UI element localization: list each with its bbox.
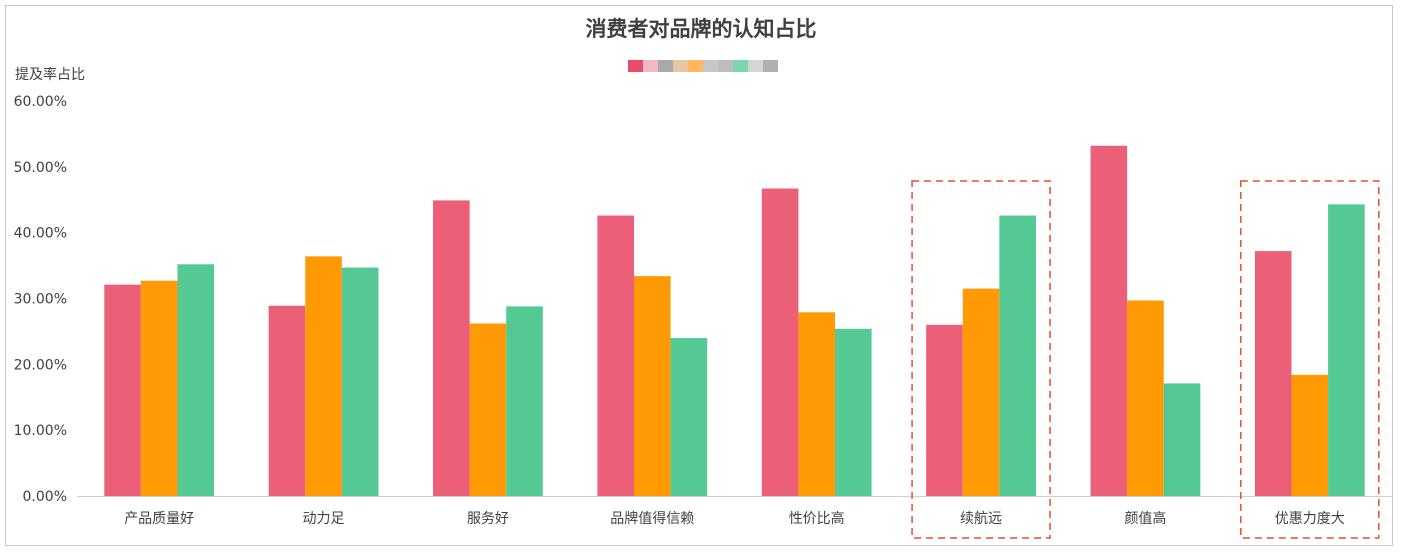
y-tick-label: 60.00%	[14, 94, 67, 110]
y-tick-label: 40.00%	[14, 226, 67, 242]
bar-series-1	[1254, 251, 1292, 496]
bar-series-3	[506, 306, 543, 496]
bar-series-3	[177, 264, 215, 496]
highlight-box	[911, 180, 1051, 539]
y-tick-label: 20.00%	[14, 357, 67, 373]
bar-series-1	[1090, 145, 1128, 496]
x-category-label: 动力足	[303, 511, 345, 527]
y-axis-ticks: 0.00% 10.00% 20.00% 30.00% 40.00% 50.00% 60.00…	[14, 94, 67, 505]
bar-series-2	[634, 276, 671, 496]
legend-swatch	[733, 60, 748, 72]
bar-series-2	[962, 288, 1000, 497]
bar-series-3	[834, 328, 872, 496]
highlight-boxes	[911, 180, 1380, 539]
chart-legend	[628, 60, 778, 72]
bar-series-1	[761, 188, 799, 496]
x-category-label: 颜值高	[1124, 510, 1166, 527]
y-tick-label: 30.00%	[14, 292, 67, 308]
bar-series-3	[1328, 204, 1365, 497]
bar-series-2	[798, 312, 835, 496]
bar-series-3	[1163, 383, 1201, 496]
legend-swatch	[688, 60, 703, 72]
bar-series-1	[268, 305, 306, 496]
bar-series-2	[140, 280, 178, 496]
bar-series-2	[1291, 374, 1329, 496]
legend-swatch	[763, 60, 778, 72]
y-axis-label: 提及率占比	[15, 66, 85, 83]
y-tick-label: 10.00%	[14, 423, 67, 439]
bar-series-1	[597, 215, 635, 497]
bars	[104, 145, 1365, 497]
x-category-label: 产品质量好	[124, 511, 194, 527]
y-tick-label: 0.00%	[23, 489, 67, 505]
x-category-label: 品牌值得信赖	[610, 510, 694, 527]
x-axis-categories: 产品质量好 动力足 服务好 品牌值得信赖 性价比高 续航远 颜值高 优惠力度大	[124, 510, 1345, 527]
x-category-label: 续航远	[960, 510, 1002, 527]
legend-swatch	[703, 60, 718, 72]
bar-series-3	[341, 267, 379, 496]
legend-swatch	[718, 60, 733, 72]
legend-swatch	[748, 60, 763, 72]
legend-swatch	[628, 60, 643, 72]
bar-series-1	[104, 284, 141, 496]
x-category-label: 性价比高	[789, 510, 845, 527]
highlight-box	[1240, 180, 1380, 539]
bar-series-2	[305, 256, 342, 496]
legend-swatch	[673, 60, 688, 72]
x-category-label: 服务好	[467, 511, 509, 527]
x-category-label: 优惠力度大	[1275, 511, 1345, 527]
bar-series-2	[469, 323, 507, 496]
bar-series-3	[670, 338, 708, 496]
chart-title: 消费者对品牌的认知占比	[586, 17, 817, 41]
bar-series-3	[999, 215, 1036, 497]
bar-series-2	[1127, 300, 1164, 496]
bar-series-1	[433, 200, 470, 496]
bar-series-1	[926, 324, 963, 496]
y-tick-label: 50.00%	[14, 160, 67, 176]
legend-swatch	[643, 60, 658, 72]
legend-swatch	[658, 60, 673, 72]
